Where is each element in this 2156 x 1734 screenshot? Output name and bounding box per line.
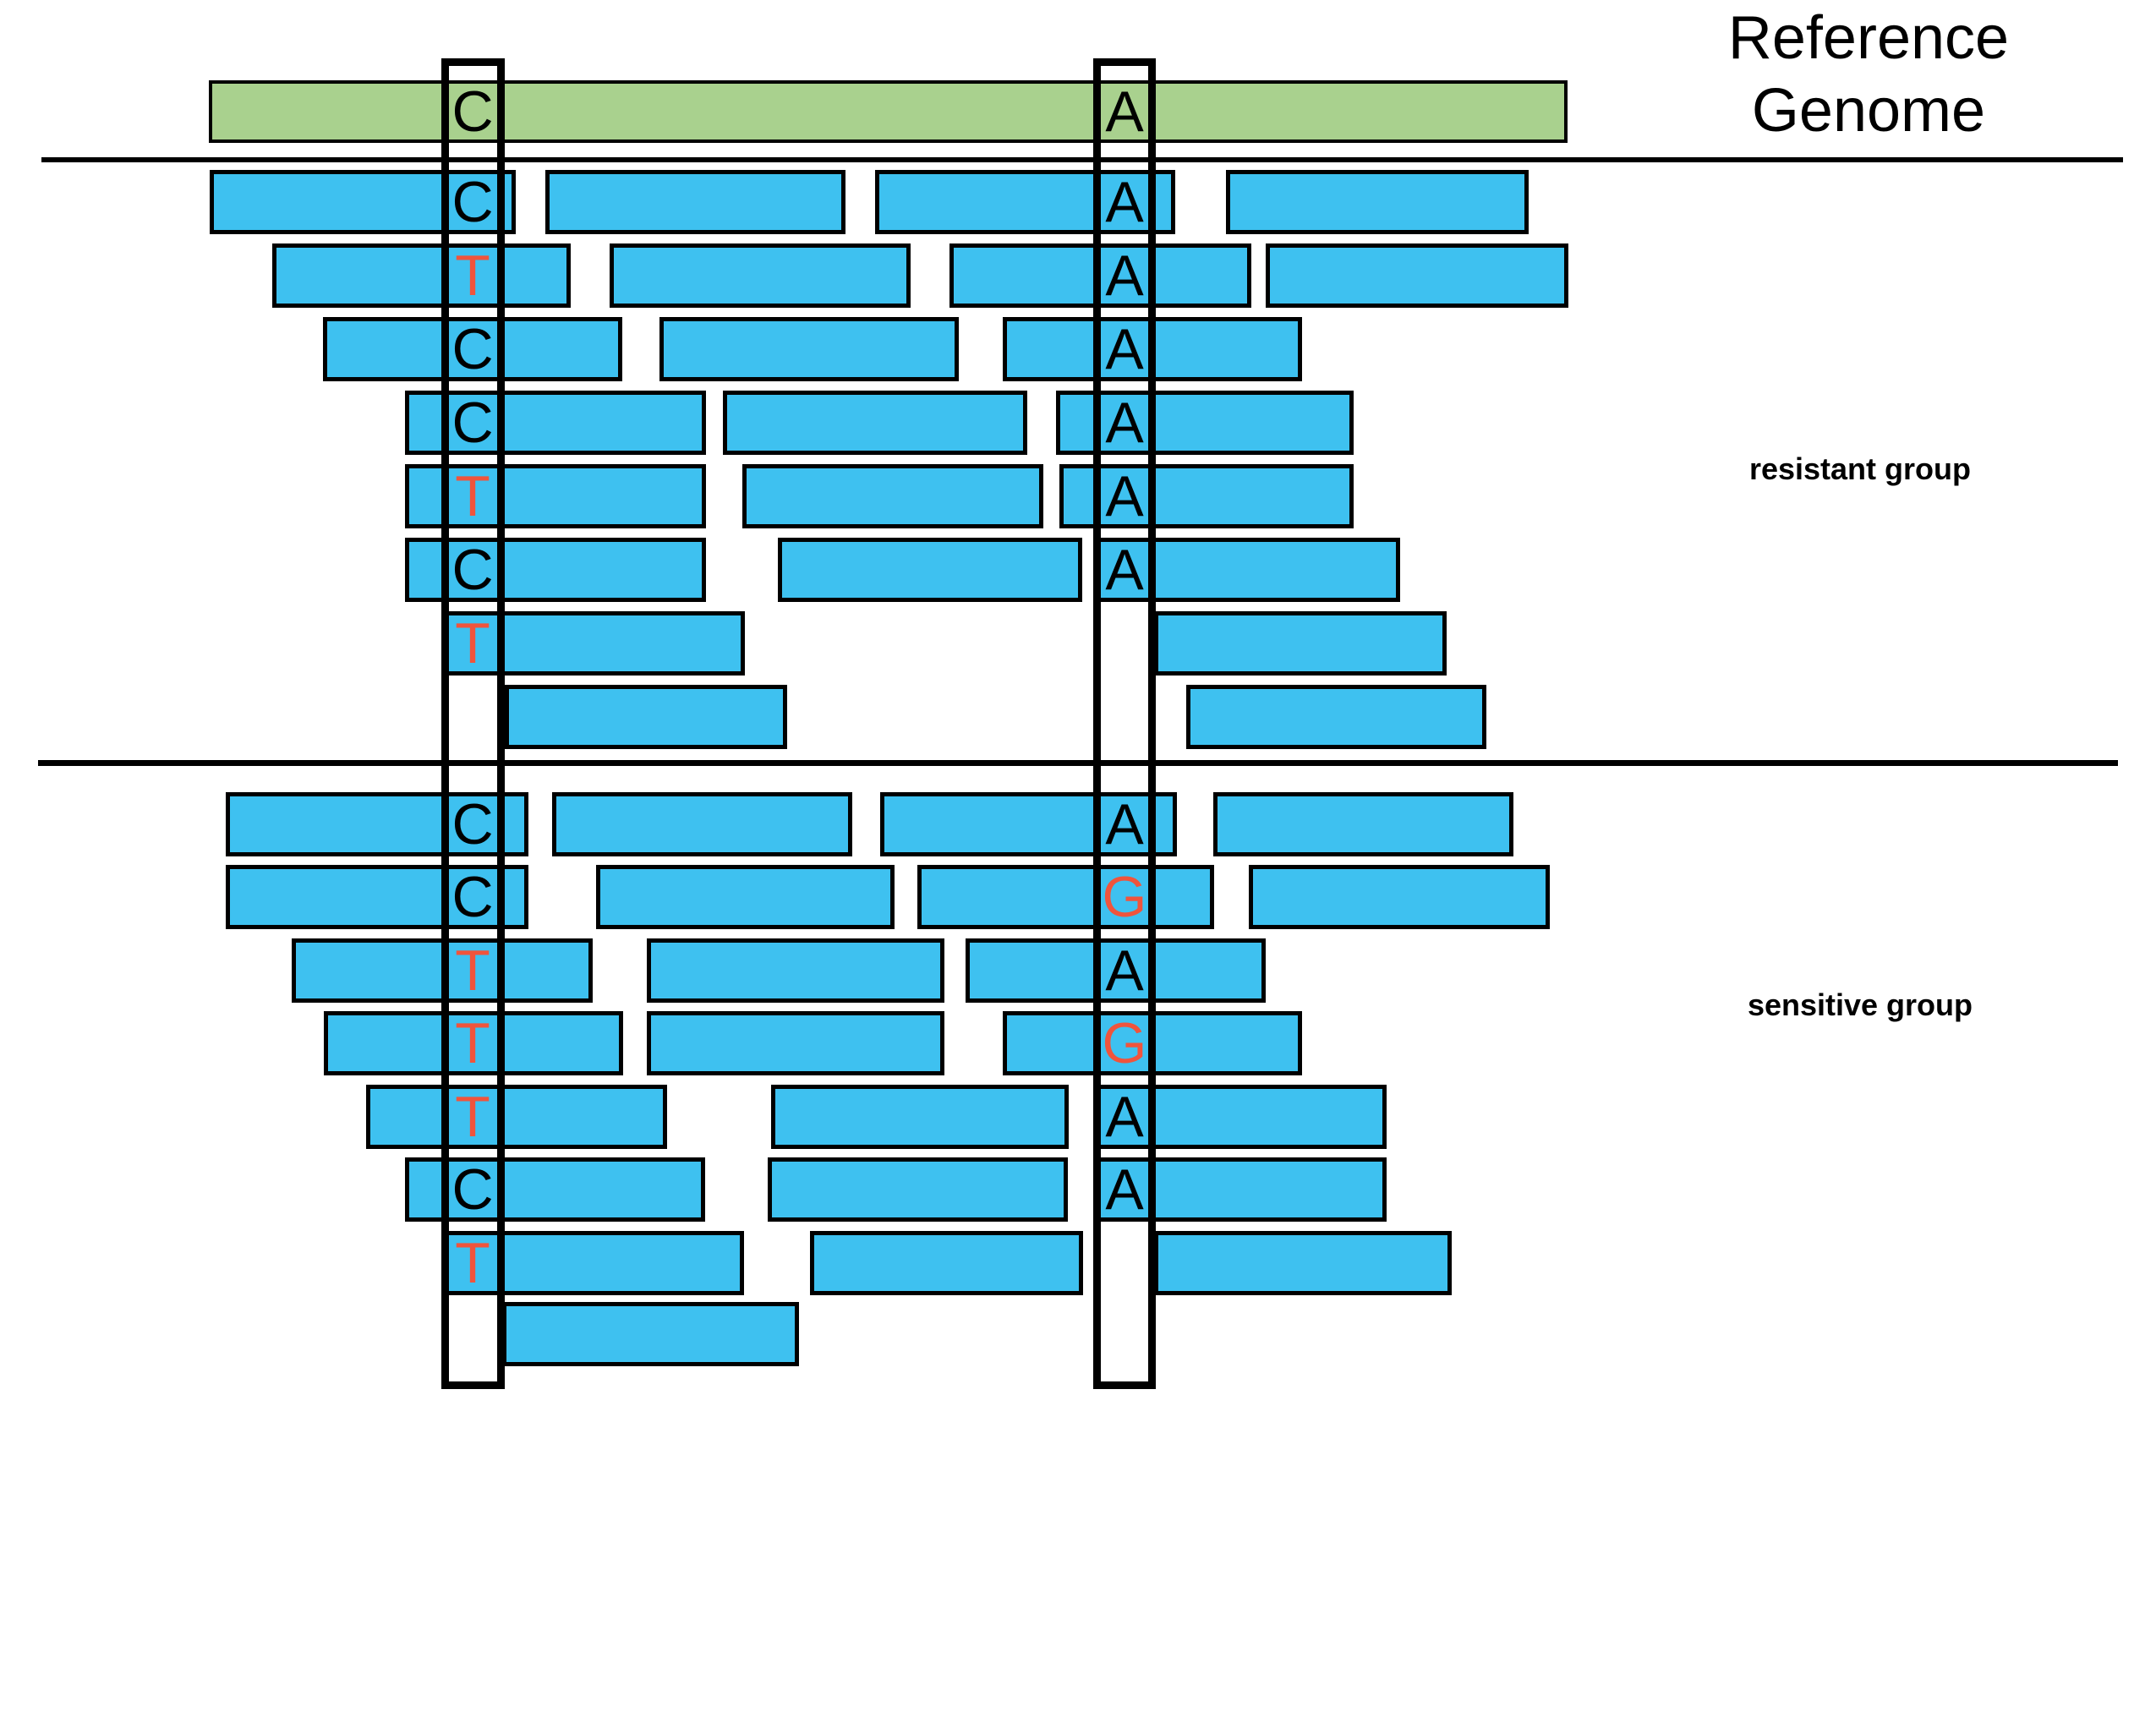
base-letter-C: C [451,865,494,929]
base-letter-C: C [451,538,494,602]
base-letter-A: A [1105,792,1144,856]
base-letter-A: A [1105,538,1144,602]
sequencing-read [1154,611,1447,676]
separator-line-1 [41,157,2123,162]
sequencing-read [405,538,706,602]
snp-column-1 [441,58,505,1389]
sequencing-read [324,1011,623,1075]
sequencing-read [596,865,895,929]
base-letter-A: A [1105,243,1144,308]
base-letter-C: C [451,391,494,455]
sequencing-read [502,1302,799,1366]
sequencing-read [272,243,571,308]
sequencing-read [768,1157,1068,1222]
sequencing-read [545,170,845,234]
reference-genome-bar [209,80,1568,143]
sequencing-read [405,1157,705,1222]
base-letter-A: A [1105,1085,1144,1149]
sequencing-read [505,685,787,749]
base-letter-A: A [1105,1157,1144,1222]
figure-title-line1: Reference [1727,4,2010,72]
sequencing-read [552,792,852,856]
base-letter-A: A [1105,170,1144,234]
sequencing-read [1213,792,1513,856]
sequencing-read [210,170,516,234]
resistant-group-label: resistant group [1748,451,1972,486]
figure-title-line2: Genome [1751,77,1986,145]
base-letter-A: A [1105,391,1144,455]
sequencing-read [1096,1085,1387,1149]
separator-line-2 [38,760,2118,766]
sequencing-read [226,792,528,856]
snp-column-2 [1093,58,1156,1389]
sequencing-read [444,1231,744,1295]
sequencing-read [226,865,528,929]
sequencing-read [443,611,745,676]
sequencing-read [723,391,1027,455]
sensitive-group-label: sensitive group [1747,987,1973,1022]
sequencing-read [1059,464,1354,528]
sequencing-read [1096,538,1400,602]
base-letter-T: T [455,938,490,1003]
sequencing-read [647,938,944,1003]
base-letter-T: T [455,1085,490,1149]
sequencing-read [1226,170,1529,234]
sequencing-read [742,464,1043,528]
sequencing-read [1249,865,1550,929]
sequencing-read [810,1231,1083,1295]
sequencing-read [771,1085,1069,1149]
sequencing-read [1154,1231,1452,1295]
base-letter-G: G [1102,1011,1147,1075]
base-letter-C: C [451,170,494,234]
base-letter-A: A [1105,317,1144,381]
base-letter-A: A [1105,938,1144,1003]
sequencing-read [405,391,706,455]
base-letter-T: T [455,611,490,676]
sequencing-read [323,317,622,381]
sequencing-read [659,317,959,381]
sequencing-read [917,865,1214,929]
sequencing-read [405,464,706,528]
figure-title: Reference Genome [1598,2,2139,147]
base-letter-C: C [451,79,494,144]
sequencing-read [880,792,1177,856]
sequencing-read [778,538,1082,602]
base-letter-G: G [1102,865,1147,929]
base-letter-C: C [451,792,494,856]
sequencing-read [1096,1157,1387,1222]
sequencing-read [647,1011,944,1075]
sequencing-read [610,243,911,308]
base-letter-A: A [1105,79,1144,144]
base-letter-C: C [451,1157,494,1222]
base-letter-T: T [455,243,490,308]
base-letter-T: T [455,464,490,528]
base-letter-C: C [451,317,494,381]
sequencing-read [1266,243,1568,308]
sequencing-read [966,938,1266,1003]
base-letter-T: T [455,1011,490,1075]
sequencing-read [1186,685,1486,749]
base-letter-T: T [455,1231,490,1295]
sequencing-read [875,170,1175,234]
sequencing-read [1056,391,1354,455]
base-letter-A: A [1105,464,1144,528]
sequencing-read [366,1085,667,1149]
